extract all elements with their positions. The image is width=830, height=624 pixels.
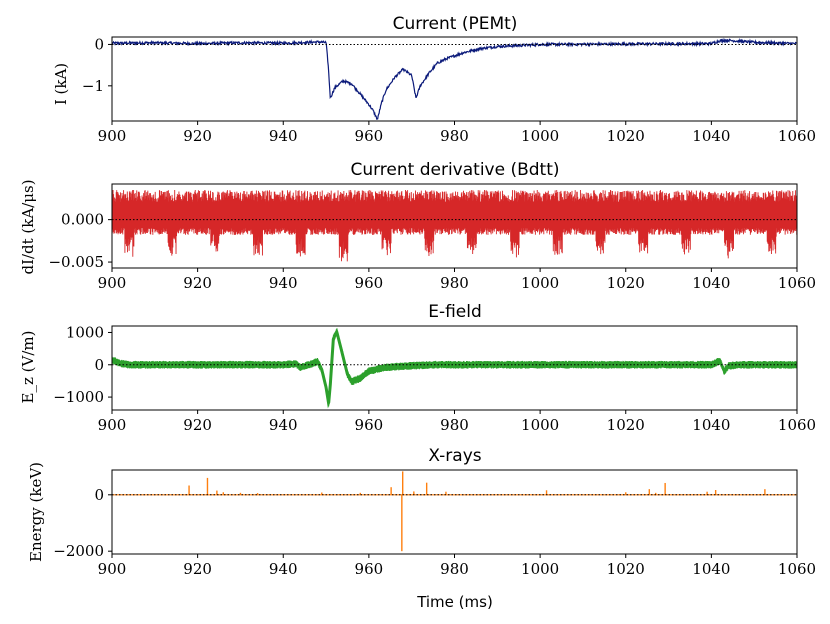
- efield-ylabel: E_z (V/m): [19, 331, 37, 404]
- x-tick-label: 1020: [607, 560, 645, 578]
- plot-area: [112, 471, 797, 552]
- y-tick-label: −1000: [53, 388, 104, 406]
- efield-plot: 900 920 940 960 980 1000 1020 1040 1060 1000 0 −100…: [53, 323, 816, 434]
- x-tick-label: 980: [440, 127, 469, 145]
- x-tick-label: 900: [98, 127, 127, 145]
- x-tick-label: 980: [440, 416, 469, 434]
- x-tick-label: 900: [98, 560, 127, 578]
- efield-excursion-line: [312, 327, 383, 409]
- x-tick-label: 980: [440, 560, 469, 578]
- derivative-series-line: [112, 189, 797, 262]
- xrays-frame: [111, 469, 798, 555]
- x-tick-label: 1060: [778, 416, 816, 434]
- derivative-panel: Current derivative (Bdtt) dI/dt (kA/μs) …: [19, 160, 816, 292]
- x-tick-label: 920: [183, 127, 212, 145]
- x-tick-label: 900: [98, 274, 127, 292]
- x-tick-label: 1000: [521, 560, 559, 578]
- current-title: Current (PEMt): [393, 14, 518, 34]
- x-tick-label: 940: [269, 560, 298, 578]
- x-tick-label: 920: [183, 416, 212, 434]
- x-tick-label: 940: [269, 127, 298, 145]
- x-tick-label: 1060: [778, 560, 816, 578]
- derivative-frame: [111, 183, 798, 269]
- efield-series-line: [112, 328, 797, 407]
- current-plot: 900 920 940 960 980 1000 1020 1040 1060 0 −1: [82, 35, 816, 145]
- x-tick-label: 1040: [692, 560, 730, 578]
- y-tick-label: −2000: [53, 542, 104, 560]
- x-tick-label: 1040: [692, 274, 730, 292]
- x-tick-label: 900: [98, 416, 127, 434]
- x-tick-label: 960: [355, 127, 384, 145]
- x-tick-label: 1000: [521, 127, 559, 145]
- x-tick-label: 960: [355, 416, 384, 434]
- current-frame: [111, 36, 798, 122]
- y-tick-label: 0: [94, 486, 104, 504]
- x-tick-label: 920: [183, 274, 212, 292]
- plot-area: [112, 189, 797, 262]
- x-tick-label: 1000: [521, 416, 559, 434]
- y-tick-label: 0: [94, 35, 104, 53]
- x-tick-label: 960: [355, 274, 384, 292]
- x-tick-label: 980: [440, 274, 469, 292]
- x-tick-label: 1000: [521, 274, 559, 292]
- xrays-title: X-rays: [428, 446, 481, 466]
- derivative-title: Current derivative (Bdtt): [350, 160, 559, 180]
- x-tick-label: 1020: [607, 416, 645, 434]
- y-tick-label: 0.000: [61, 211, 104, 229]
- xrays-xlabel: Time (ms): [416, 593, 493, 611]
- x-tick-label: 1040: [692, 416, 730, 434]
- derivative-ylabel: dI/dt (kA/μs): [19, 179, 37, 274]
- derivative-plot: 900 920 940 960 980 1000 1020 1040 1060 0.000 −0.0…: [48, 189, 816, 292]
- y-tick-label: 1000: [66, 323, 104, 341]
- xrays-plot: 900 920 940 960 980 1000 1020 1040 1060 0 −2000: [53, 471, 816, 578]
- efield-frame: [111, 325, 798, 411]
- x-tick-label: 1020: [607, 274, 645, 292]
- y-tick-label: 0: [94, 356, 104, 374]
- x-tick-label: 1020: [607, 127, 645, 145]
- xrays-ylabel: Energy (keV): [27, 462, 45, 562]
- y-tick-label: −0.005: [48, 253, 104, 271]
- x-tick-label: 940: [269, 274, 298, 292]
- current-ylabel: I (kA): [52, 63, 70, 105]
- x-tick-label: 920: [183, 560, 212, 578]
- current-panel: Current (PEMt) I (kA) 900 920 940 960 980 100…: [52, 14, 816, 145]
- plot-area: [112, 37, 797, 120]
- y-tick-label: −1: [82, 77, 104, 95]
- x-tick-label: 940: [269, 416, 298, 434]
- plot-area: [112, 327, 797, 409]
- x-tick-label: 1060: [778, 127, 816, 145]
- efield-title: E-field: [428, 302, 482, 322]
- x-tick-label: 1040: [692, 127, 730, 145]
- current-series-line: [112, 37, 797, 120]
- xrays-panel: X-rays Energy (keV) 900 920 940 960 980 1000 1…: [27, 446, 816, 611]
- efield-panel: E-field E_z (V/m) 900 920 940 960 980 1000 102…: [19, 302, 816, 434]
- x-tick-label: 960: [355, 560, 384, 578]
- x-tick-label: 1060: [778, 274, 816, 292]
